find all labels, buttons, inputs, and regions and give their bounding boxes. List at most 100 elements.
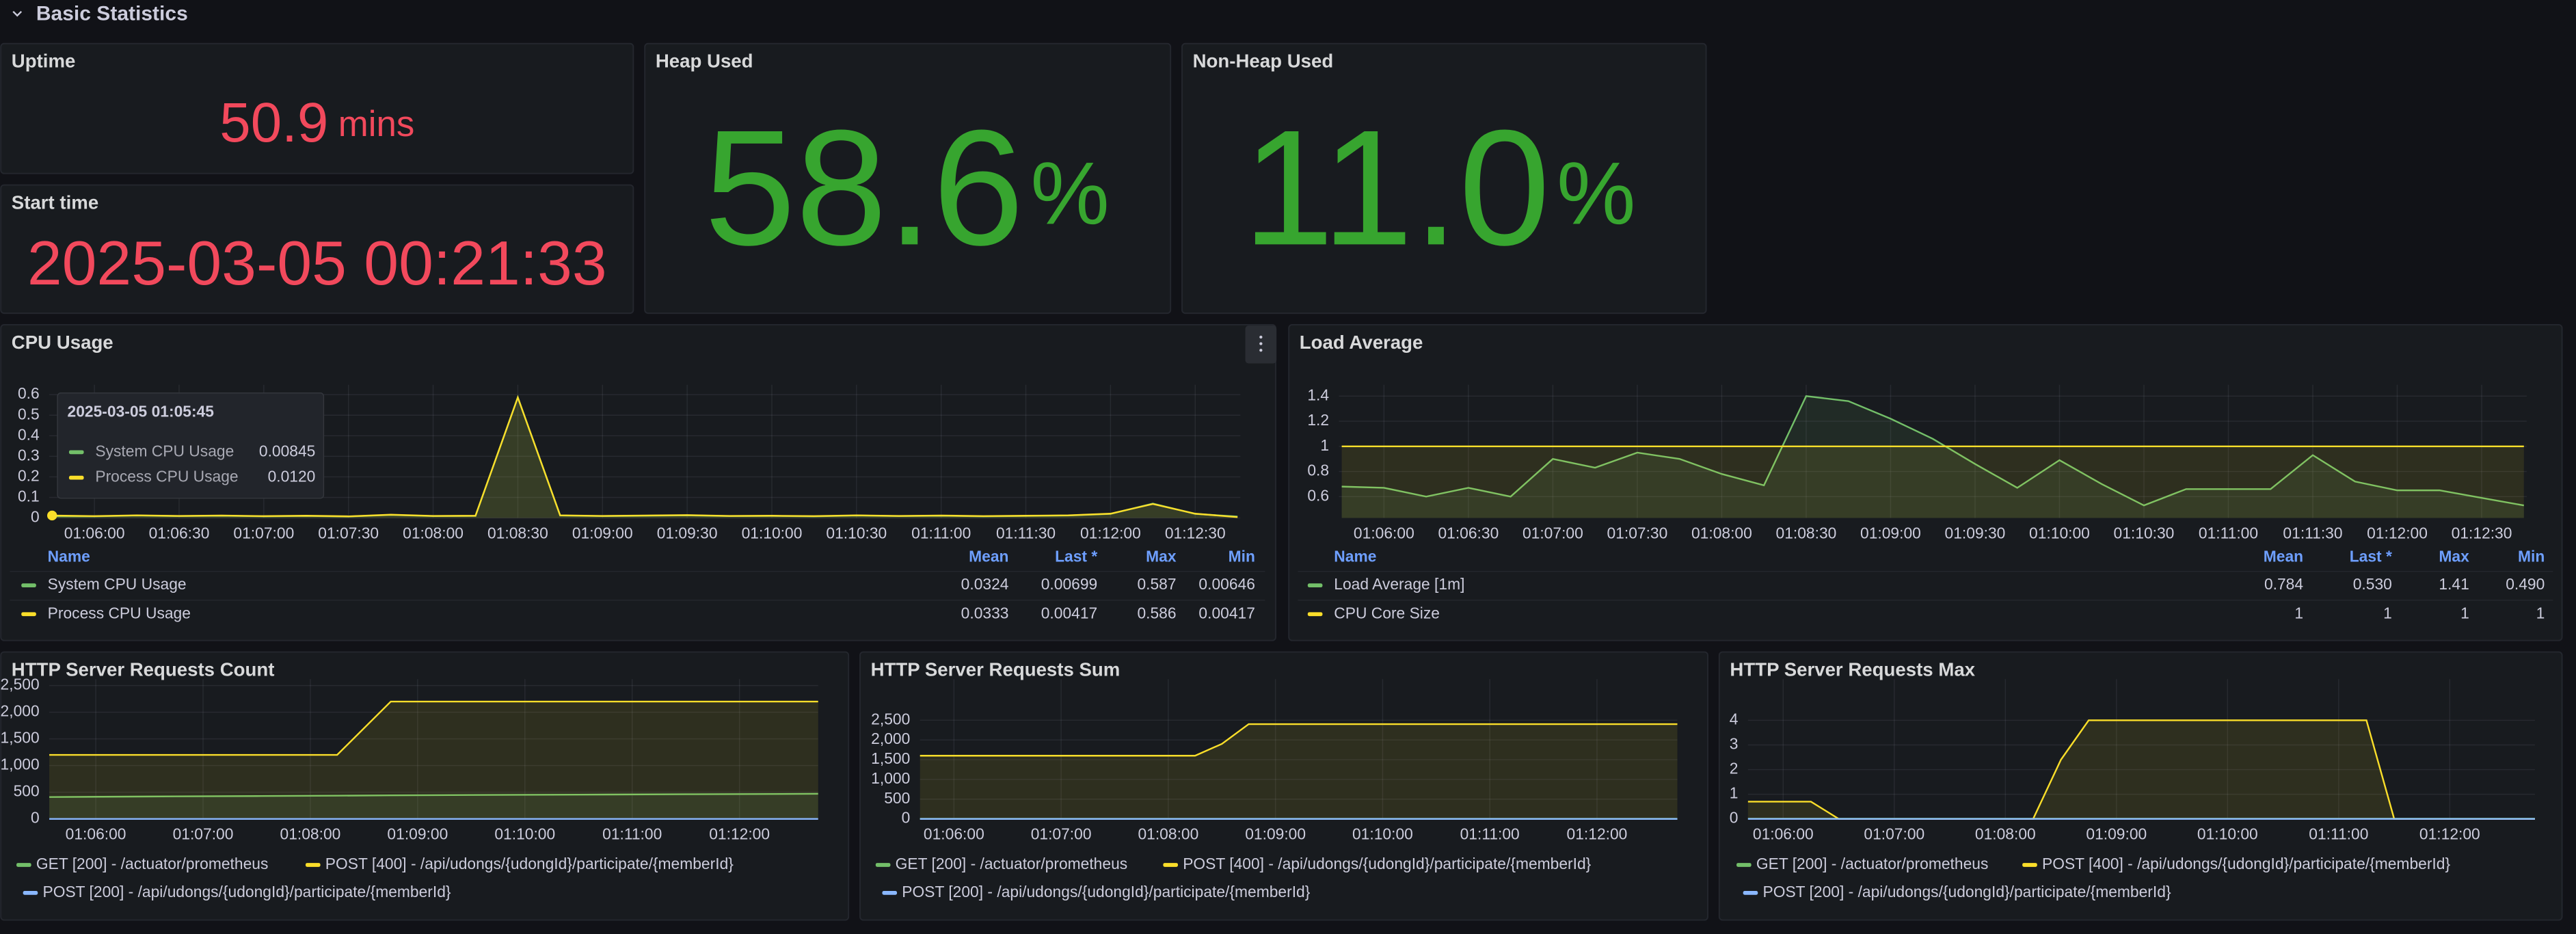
- series-area: [1341, 446, 2524, 518]
- x-tick-label: 01:12:00: [2419, 825, 2480, 843]
- stat-value: 2025-03-05 00:21:33: [27, 228, 607, 298]
- series-area: [49, 793, 818, 819]
- x-tick-label: 01:07:00: [1522, 524, 1583, 542]
- y-tick-label: 0: [31, 809, 40, 827]
- panel-menu[interactable]: [1245, 325, 1277, 364]
- x-tick-label: 01:06:00: [1753, 825, 1814, 843]
- x-tick-label: 01:10:00: [2197, 825, 2258, 843]
- panel-title: Uptime: [12, 51, 76, 72]
- legend-header: Min: [1229, 547, 1255, 565]
- y-tick-label: 500: [884, 789, 910, 807]
- tooltip-value: 0.00845: [259, 442, 315, 459]
- x-tick-label: 01:11:00: [2309, 825, 2368, 843]
- stat-unit: %: [1557, 144, 1635, 243]
- legend-header: Mean: [2264, 547, 2303, 565]
- legend-name: POST [200] - /api/udongs/{udongId}/parti…: [42, 883, 451, 900]
- legend-stat: 0.0324: [961, 575, 1009, 593]
- legend-swatch: [1736, 863, 1752, 867]
- y-tick-label: 0.5: [18, 405, 40, 423]
- y-tick-label: 1,000: [871, 769, 910, 787]
- legend-stat: 1: [2460, 604, 2469, 622]
- x-tick-label: 01:11:30: [996, 524, 1056, 542]
- x-tick-label: 01:06:00: [64, 524, 125, 542]
- legend-name: POST [200] - /api/udongs/{udongId}/parti…: [902, 883, 1310, 900]
- x-tick-label: 01:09:00: [572, 524, 633, 542]
- x-tick-label: 01:07:00: [173, 825, 234, 843]
- legend-swatch: [1163, 863, 1178, 867]
- stat-number: 50.9: [219, 92, 328, 154]
- tooltip-time: 2025-03-05 01:05:45: [68, 403, 215, 421]
- panel: [1288, 324, 2563, 641]
- y-tick-label: 0.1: [18, 488, 40, 505]
- x-tick-label: 01:12:00: [1567, 825, 1628, 843]
- x-tick-label: 01:11:00: [602, 825, 662, 843]
- panel: [859, 651, 1708, 921]
- chart-title: HTTP Server Requests Count: [12, 659, 275, 680]
- legend-swatch: [1307, 612, 1323, 617]
- y-tick-label: 1.4: [1307, 386, 1329, 403]
- panel-title: Start time: [12, 192, 98, 213]
- stat-value: 11.0%: [1243, 95, 1636, 279]
- panel: [0, 184, 634, 315]
- y-tick-label: 0.3: [18, 446, 40, 464]
- x-tick-label: 01:09:30: [1945, 524, 2006, 542]
- legend-swatch: [1743, 890, 1758, 895]
- y-tick-label: 1.2: [1307, 411, 1329, 429]
- stat-value: 50.9 mins: [219, 92, 414, 154]
- x-tick-label: 01:08:30: [1776, 524, 1837, 542]
- panel: [1181, 42, 1707, 315]
- legend-name: POST [400] - /api/udongs/{udongId}/parti…: [325, 855, 734, 872]
- y-tick-label: 2,500: [871, 710, 910, 728]
- tooltip-name: Process CPU Usage: [95, 468, 238, 485]
- panel-title: Non-Heap Used: [1193, 51, 1334, 72]
- legend-swatch: [882, 890, 898, 895]
- legend-stat: 0.00699: [1041, 575, 1097, 593]
- y-tick-label: 0: [902, 809, 911, 827]
- y-tick-label: 1,000: [1, 756, 40, 773]
- legend-header: Mean: [969, 547, 1008, 565]
- collapse-chevron[interactable]: [12, 10, 23, 17]
- y-tick-label: 0.8: [1307, 462, 1329, 479]
- x-tick-label: 01:10:30: [2114, 524, 2175, 542]
- legend-stat: 1: [2294, 604, 2303, 622]
- chart-title: HTTP Server Requests Max: [1730, 659, 1975, 680]
- y-tick-label: 1: [1320, 436, 1329, 454]
- stat-value: 58.6%: [704, 95, 1110, 279]
- legend-header: Max: [2439, 547, 2469, 565]
- section-title[interactable]: Basic Statistics: [36, 3, 188, 25]
- y-tick-label: 2,000: [1, 702, 40, 720]
- legend-swatch: [23, 890, 38, 895]
- series-area: [49, 702, 818, 819]
- legend-stat: 0.00646: [1198, 575, 1255, 593]
- legend-stat: 1: [2536, 604, 2545, 622]
- legend-stat: 0.586: [1137, 604, 1176, 622]
- series-line: [49, 700, 818, 756]
- panel-title: Heap Used: [656, 51, 753, 72]
- y-tick-label: 1: [1730, 784, 1739, 802]
- panel: [644, 42, 1172, 315]
- legend-swatch: [16, 863, 31, 867]
- x-tick-label: 01:11:30: [2283, 524, 2342, 542]
- y-tick-label: 1,500: [871, 749, 910, 767]
- hover-point: [47, 510, 57, 521]
- series-area: [1341, 396, 2524, 518]
- y-tick-label: 2: [1730, 760, 1739, 777]
- x-tick-label: 01:07:00: [233, 524, 294, 542]
- x-tick-label: 01:09:00: [1245, 825, 1306, 843]
- series-line: [920, 723, 1678, 757]
- x-tick-label: 01:12:30: [1165, 524, 1226, 542]
- legend-stat: 0.587: [1137, 575, 1176, 593]
- x-tick-label: 01:09:30: [657, 524, 718, 542]
- y-tick-label: 3: [1730, 735, 1739, 753]
- legend-header: Name: [48, 547, 90, 565]
- stat-number: 11.0: [1243, 95, 1551, 279]
- legend-header: Max: [1146, 547, 1177, 565]
- legend-header: Min: [2518, 547, 2545, 565]
- x-tick-label: 01:10:00: [2029, 524, 2090, 542]
- legend-header: Last *: [1055, 547, 1097, 565]
- tooltip: [57, 392, 325, 499]
- chart-title: CPU Usage: [12, 332, 113, 353]
- x-tick-label: 01:11:00: [2199, 524, 2258, 542]
- chart-title: Load Average: [1300, 332, 1423, 353]
